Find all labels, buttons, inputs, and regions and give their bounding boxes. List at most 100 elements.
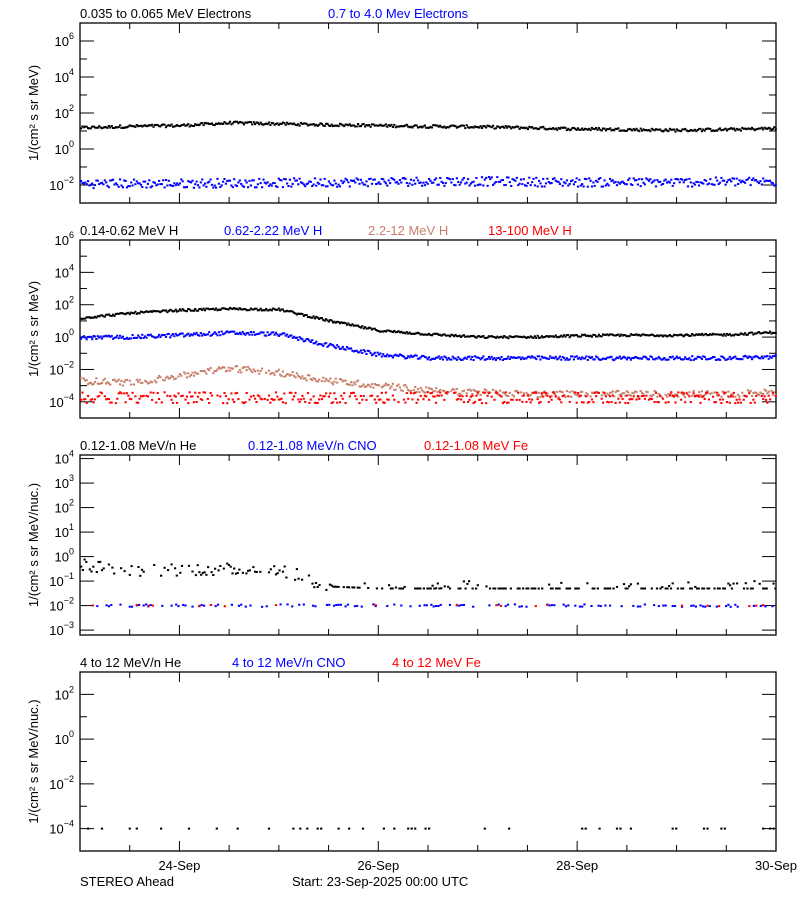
data-point [206,368,209,371]
data-point [299,398,303,401]
data-point [163,186,166,189]
data-point [180,124,183,127]
data-point [617,127,620,130]
data-point [519,126,523,129]
data-point [276,333,279,336]
data-point [760,392,763,395]
data-point [370,123,374,126]
data-point [646,334,649,337]
data-point [609,604,612,607]
data-point [302,397,305,400]
data-point [356,586,359,589]
data-point [412,332,415,335]
data-point [302,340,305,343]
data-point [191,395,194,398]
data-point [674,178,677,181]
data-point [745,128,748,131]
data-point [412,125,415,128]
data-point [393,329,396,332]
data-point [767,390,770,393]
data-point [600,358,603,361]
data-point [386,384,389,387]
data-point [102,379,105,382]
data-point [469,182,472,185]
data-point [127,394,130,397]
data-point [318,343,321,345]
data-point [681,392,684,395]
data-point [114,313,117,315]
data-point [744,332,747,335]
data-point [82,398,85,401]
data-point [500,356,503,358]
data-point [314,605,317,608]
data-point [316,316,319,319]
data-point [654,185,658,188]
data-point [244,121,247,124]
data-point [105,181,108,184]
y-tick-label: 106 [55,230,74,248]
data-point [286,121,289,124]
data-point [210,122,213,125]
data-point [124,337,127,340]
data-point [581,183,584,186]
data-point [600,185,603,188]
data-point [593,184,596,187]
data-point [767,180,770,182]
data-point [234,333,237,335]
data-point [763,395,766,398]
data-point [231,330,234,333]
data-point [446,126,449,129]
data-point [643,587,646,590]
data-point [464,356,467,359]
data-point [248,179,251,182]
data-point [698,391,701,394]
data-point [240,308,243,311]
data-point [184,372,187,375]
data-point [423,333,426,336]
data-point [267,369,271,372]
data-point [351,384,354,387]
data-point [311,185,314,188]
data-point [88,184,91,187]
data-point [578,394,581,397]
data-point [698,333,701,336]
data-point [560,126,563,129]
data-point [612,587,615,590]
data-point [668,334,671,336]
data-point [178,333,181,335]
data-point [656,357,659,360]
data-point [254,370,257,373]
data-point [158,374,161,377]
data-point [489,357,492,360]
data-point [249,604,252,607]
data-point [333,345,336,348]
data-point [152,181,155,184]
data-point [156,183,159,186]
data-point [214,567,217,570]
data-point [241,367,244,370]
data-point [163,391,166,394]
data-point [328,603,331,606]
data-point [407,397,410,400]
data-point [100,569,104,572]
data-point [81,391,84,394]
data-point [704,605,707,608]
data-point [217,182,220,185]
data-point [362,395,365,397]
data-point [620,605,623,608]
data-point [146,124,149,127]
data-point [359,178,362,181]
data-point [657,335,660,338]
data-point [110,179,113,182]
data-point [131,184,134,187]
data-point [343,348,346,351]
data-point [176,310,179,313]
data-point [309,378,312,380]
data-point [354,383,357,386]
data-point [448,603,452,606]
data-point [229,565,232,568]
data-point [320,184,323,187]
data-point [316,181,319,184]
data-point [772,827,775,830]
data-point [313,177,317,180]
